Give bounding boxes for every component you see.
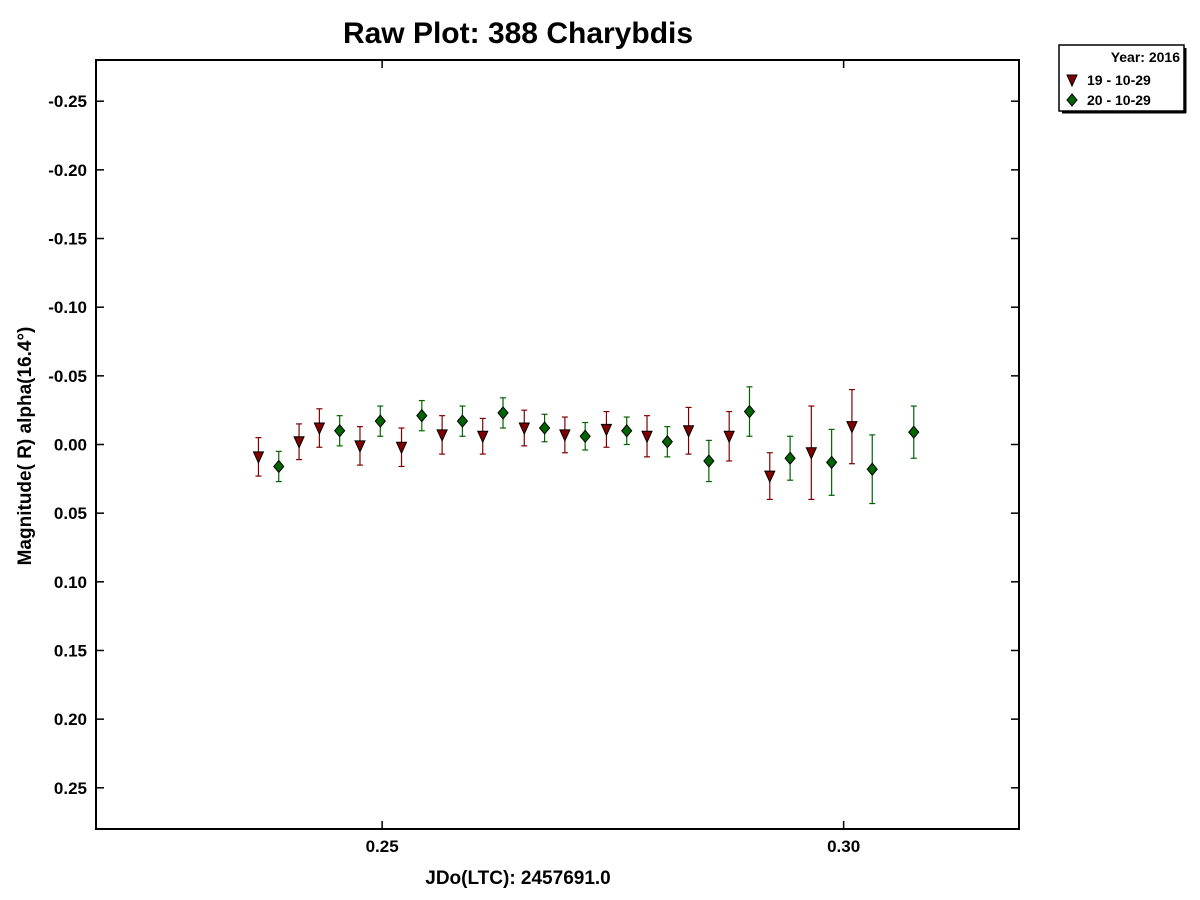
y-tick-label: -0.05 (48, 367, 87, 386)
data-point (866, 462, 878, 476)
data-point (518, 422, 531, 436)
data-point (682, 425, 695, 438)
y-tick-label: 0.15 (54, 641, 87, 660)
data-point (476, 430, 489, 444)
data-point (661, 434, 673, 449)
data-point (293, 436, 305, 449)
data-point (846, 421, 858, 434)
series-1 (252, 388, 858, 501)
data-point (600, 423, 613, 437)
data-point (805, 447, 818, 460)
data-point (273, 459, 285, 474)
data-point (395, 441, 408, 455)
data-point (252, 451, 265, 465)
series-layer (252, 386, 920, 505)
data-point (764, 470, 776, 484)
plot-frame (95, 59, 1020, 830)
y-tick-label: 0.05 (54, 504, 87, 523)
y-tick-label: -0.10 (48, 298, 87, 317)
y-axis-label: Magnitude( R) alpha(16.4°) (15, 327, 36, 566)
legend-marker (1066, 93, 1078, 107)
data-point (334, 423, 346, 438)
data-point (723, 430, 735, 444)
data-point (374, 414, 386, 428)
data-point (825, 455, 838, 470)
data-point (456, 414, 469, 428)
data-point (436, 429, 448, 443)
data-point (497, 406, 509, 420)
legend-box (1058, 44, 1185, 112)
data-point (784, 451, 796, 466)
x-axis-label: JDo(LTC): 2457691.0 (425, 868, 611, 889)
data-point (559, 429, 571, 443)
x-tick-label: 0.30 (827, 837, 860, 856)
data-point (703, 454, 715, 468)
legend-label: 19 - 10-29 (1087, 72, 1151, 88)
data-point (621, 423, 633, 438)
data-point (354, 440, 366, 454)
legend-marker (1066, 74, 1078, 88)
legend-items: 19 - 10-29 20 - 10-29 (1066, 72, 1151, 108)
y-tick-label: -0.20 (48, 161, 87, 180)
chart-title: Raw Plot: 388 Charybdis (343, 17, 693, 50)
series-2 (273, 386, 920, 505)
y-tick-label: 0.25 (54, 779, 87, 798)
data-point (743, 404, 756, 419)
data-point (538, 421, 551, 435)
x-axis: 0.25 0.30 (366, 60, 860, 856)
y-tick-label: 0.20 (54, 710, 87, 729)
data-point (579, 429, 591, 444)
legend: Year: 2016 19 - 10-29 20 - 10-29 (1058, 44, 1187, 114)
data-point (908, 425, 920, 439)
y-tick-label: 0.10 (54, 573, 87, 592)
y-axis: -0.25 -0.20 -0.15 -0.10 -0.05 0.00 0.05 0.10 0.1… (48, 92, 1019, 798)
data-point (641, 430, 653, 444)
data-point (313, 422, 326, 436)
legend-title: Year: 2016 (1111, 49, 1180, 65)
y-tick-label: -0.25 (48, 92, 87, 111)
x-tick-label: 0.25 (366, 837, 399, 856)
y-tick-label: -0.15 (48, 230, 87, 249)
y-tick-label: 0.00 (54, 436, 87, 455)
data-point (416, 408, 428, 423)
legend-label: 20 - 10-29 (1087, 92, 1151, 108)
